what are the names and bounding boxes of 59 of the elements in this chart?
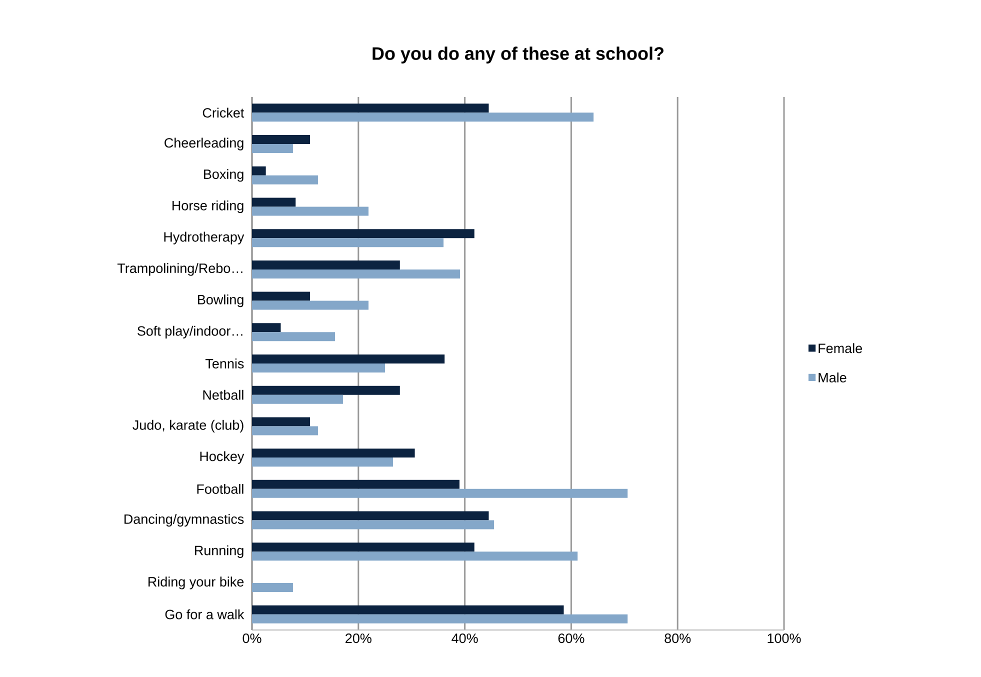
- bar: [252, 175, 318, 184]
- x-tick-label: 20%: [346, 634, 372, 644]
- bar: [252, 614, 628, 624]
- x-tick-label: 100%: [768, 634, 801, 644]
- bar: [252, 520, 494, 530]
- bar: [252, 417, 310, 426]
- bar: [252, 238, 444, 248]
- y-tick-label: Boxing: [204, 169, 244, 182]
- y-tick-label: Bowling: [198, 294, 244, 308]
- y-tick-label: Judo, karate (club): [132, 420, 244, 432]
- x-tick-label: 80%: [664, 634, 691, 644]
- y-tick-label: Tennis: [205, 358, 244, 368]
- bar: [252, 426, 318, 436]
- bar: [252, 605, 564, 614]
- y-tick-label: Dancing/gymnastics: [124, 514, 244, 527]
- y-tick-label: Cricket: [202, 108, 244, 118]
- bar: [252, 144, 293, 154]
- bar: [252, 269, 460, 278]
- bar: [252, 292, 310, 301]
- bar: [252, 206, 369, 216]
- bar: [252, 488, 628, 498]
- bar: [252, 458, 393, 467]
- bar: [252, 480, 460, 489]
- bar: [252, 323, 281, 332]
- legend-label: Male: [818, 372, 846, 382]
- bar: [252, 229, 474, 238]
- x-tick-label: 60%: [558, 634, 584, 644]
- y-tick-label: Cheerleading: [164, 138, 244, 150]
- bar: [252, 354, 445, 364]
- bar: [252, 511, 489, 520]
- bar: [252, 364, 386, 373]
- bar: [252, 104, 489, 113]
- y-tick-label: Hockey: [200, 451, 244, 464]
- y-tick-label: Football: [197, 484, 244, 494]
- y-tick-label: Trampolining/Rebo…: [117, 263, 242, 276]
- bar: [252, 260, 400, 270]
- bar: [252, 135, 310, 144]
- bar: [252, 448, 415, 458]
- bar: [252, 166, 266, 176]
- y-tick-label: Netball: [203, 390, 244, 400]
- y-tick-label: Riding your bike: [148, 576, 244, 590]
- bar: [252, 542, 474, 552]
- y-tick-label: Go for a walk: [165, 609, 244, 620]
- bar: [252, 386, 400, 395]
- x-tick-label: 0%: [242, 634, 262, 644]
- bar: [252, 112, 594, 122]
- bar: [252, 300, 369, 310]
- y-tick-label: Running: [195, 545, 244, 558]
- x-tick-label: 40%: [452, 634, 478, 644]
- chart-title: Do you do any of these at school?: [372, 46, 664, 64]
- y-tick-label: Soft play/indoor…: [138, 326, 242, 338]
- bar: [252, 582, 293, 592]
- bar: [252, 332, 335, 342]
- y-tick-label: Horse riding: [172, 200, 244, 214]
- bar: [252, 552, 578, 561]
- bar: [252, 198, 296, 207]
- legend-label: Female: [818, 343, 862, 354]
- y-tick-label: Hydrotherapy: [164, 232, 244, 244]
- bar: [252, 394, 343, 404]
